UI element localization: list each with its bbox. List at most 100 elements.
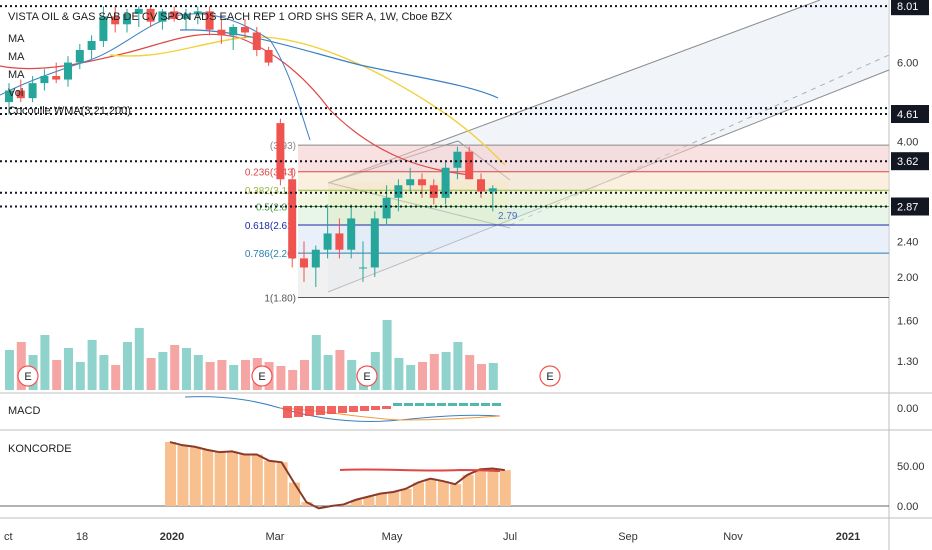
fib-band bbox=[298, 253, 889, 298]
fibonacci-retracement: (3.93)0.236(3.43)0.382(3.12)0.5(2.87)0.6… bbox=[245, 141, 889, 305]
macd-bar bbox=[426, 403, 435, 406]
svg-text:E: E bbox=[363, 371, 370, 383]
volume-bar bbox=[146, 358, 156, 390]
candle-body bbox=[382, 197, 391, 219]
koncorde-bar bbox=[251, 454, 263, 506]
koncorde-line bbox=[169, 441, 505, 510]
fib-band bbox=[298, 225, 889, 254]
koncorde-bar bbox=[413, 482, 424, 506]
koncorde-bar bbox=[189, 446, 201, 506]
koncorde-bar bbox=[165, 442, 176, 506]
koncorde-tick: 0.00 bbox=[897, 501, 918, 513]
volume-bar bbox=[134, 328, 144, 390]
time-tick: Mar bbox=[266, 531, 285, 543]
koncorde-bar bbox=[276, 462, 288, 506]
macd-label: MACD bbox=[8, 405, 40, 417]
candle-body bbox=[123, 13, 131, 25]
macd-bar bbox=[459, 403, 468, 406]
volume-bar bbox=[193, 355, 203, 390]
fib-level-label: 0.382(3.12) bbox=[245, 186, 296, 197]
time-tick: 2020 bbox=[160, 531, 184, 543]
candle-body bbox=[418, 179, 426, 186]
fib-level-label: 0.618(2.61) bbox=[245, 221, 296, 232]
earnings-markers[interactable]: E E E E bbox=[17, 365, 561, 387]
koncorde-bar bbox=[499, 470, 511, 506]
koncorde-tick: 50.00 bbox=[897, 461, 925, 473]
macd-bar bbox=[360, 406, 369, 411]
price-tag bbox=[891, 105, 929, 124]
candle-body bbox=[406, 179, 415, 186]
candle-body bbox=[217, 29, 226, 36]
macd-bar bbox=[382, 406, 391, 409]
candle-body bbox=[335, 233, 344, 250]
time-tick: Sep bbox=[618, 531, 638, 543]
koncorde-bar bbox=[239, 454, 251, 506]
macd-bar bbox=[338, 406, 347, 413]
chart-title: VISTA OIL & GAS SAB DE CV SPON ADS EACH … bbox=[8, 11, 453, 23]
time-tick: Nov bbox=[723, 531, 743, 543]
volume-bar bbox=[311, 335, 321, 390]
koncorde-bar bbox=[475, 469, 486, 506]
volume-bar bbox=[87, 340, 97, 390]
koncorde-bar bbox=[351, 499, 362, 506]
earnings-marker[interactable]: E bbox=[17, 365, 39, 387]
volume-bar bbox=[453, 342, 463, 390]
candle-body bbox=[429, 185, 438, 198]
indicator-legend-item[interactable]: Vol bbox=[8, 87, 23, 99]
indicator-legend-item[interactable]: MA bbox=[8, 51, 25, 63]
price-tag-label: 3.62 bbox=[897, 156, 918, 168]
fib-level-label: 0.236(3.43) bbox=[245, 168, 296, 179]
price-tick: 2.00 bbox=[897, 272, 918, 284]
volume-bar bbox=[441, 352, 451, 390]
indicator-legend-item[interactable]: Cocoulle WMA(3,21,200) bbox=[8, 105, 131, 117]
koncorde-bar bbox=[437, 481, 449, 506]
volume-bar bbox=[418, 362, 427, 390]
candle-body bbox=[28, 83, 37, 99]
koncorde-bar bbox=[388, 491, 400, 506]
indicator-legend-item[interactable]: MA bbox=[8, 69, 25, 81]
earnings-marker[interactable]: E bbox=[356, 365, 378, 387]
macd-bar bbox=[349, 406, 358, 412]
earnings-marker[interactable]: E bbox=[539, 365, 561, 387]
price-tick: 1.30 bbox=[897, 356, 918, 368]
candle-body bbox=[252, 32, 261, 50]
price-tag-label: 8.01 bbox=[897, 1, 918, 13]
time-tick: 18 bbox=[76, 531, 88, 543]
candle-body bbox=[453, 151, 462, 168]
candle-body bbox=[182, 13, 190, 20]
macd-bar bbox=[470, 403, 479, 406]
candle-body bbox=[99, 16, 108, 42]
fib-level-label: 0.5(2.87) bbox=[256, 203, 296, 214]
candle-body bbox=[359, 267, 367, 269]
koncorde-bars bbox=[165, 442, 511, 506]
svg-text:E: E bbox=[258, 371, 265, 383]
volume-bar bbox=[52, 360, 62, 390]
volume-bar bbox=[488, 363, 498, 390]
koncorde-panel: KONCORDE bbox=[0, 441, 889, 510]
macd-bar bbox=[448, 403, 457, 406]
volume-bar bbox=[111, 365, 121, 390]
macd-bar bbox=[371, 406, 380, 410]
time-tick: May bbox=[382, 531, 403, 543]
sub-axis: 0.00 50.00 0.00 bbox=[897, 403, 925, 513]
macd-tick: 0.00 bbox=[897, 403, 918, 415]
fib-band bbox=[298, 206, 889, 226]
candle-body bbox=[87, 41, 96, 50]
candle-body bbox=[40, 76, 49, 84]
volume-bar bbox=[276, 366, 286, 390]
volume-bar bbox=[205, 362, 215, 390]
time-tick: ct bbox=[4, 531, 13, 543]
koncorde-bar bbox=[202, 449, 214, 506]
earnings-marker[interactable]: E bbox=[251, 365, 273, 387]
price-tick: 2.40 bbox=[897, 236, 918, 248]
macd-bar bbox=[437, 403, 446, 406]
candle-body bbox=[75, 49, 84, 63]
volume-bar bbox=[64, 348, 73, 390]
candle-body bbox=[134, 8, 143, 14]
indicator-legend-item[interactable]: MA bbox=[8, 33, 25, 45]
koncorde-bar bbox=[487, 468, 499, 506]
candle-body bbox=[229, 26, 238, 36]
volume-bar bbox=[406, 365, 416, 390]
